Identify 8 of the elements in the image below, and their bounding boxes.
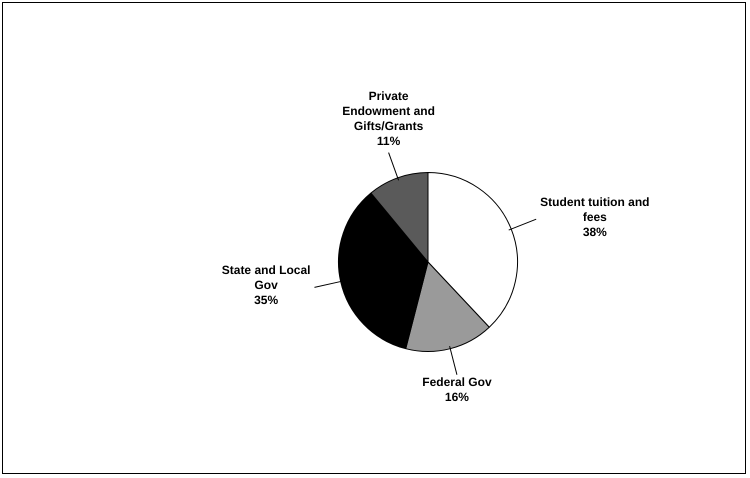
slice-label: State and Local Gov [222, 263, 310, 292]
data-label: 35% [254, 293, 278, 308]
slice-label: Private Endowment and Gifts/Grants [342, 88, 435, 133]
data-label: 11% [376, 134, 401, 148]
slice-label: Student tuition and fees [540, 194, 650, 224]
data-label: 16% [444, 390, 470, 404]
data-label: 38% [582, 224, 608, 239]
slice-label: Federal Gov [422, 375, 492, 390]
